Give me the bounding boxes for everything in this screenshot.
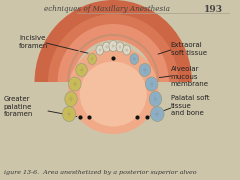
Wedge shape	[67, 34, 159, 82]
Text: Alveolar
mucous
membrane: Alveolar mucous membrane	[171, 66, 209, 87]
Ellipse shape	[130, 53, 139, 64]
Ellipse shape	[151, 107, 164, 122]
Ellipse shape	[65, 91, 77, 107]
Text: igure 13-6.  Area anesthetized by a posterior superior alveo: igure 13-6. Area anesthetized by a poste…	[4, 170, 197, 175]
Ellipse shape	[149, 91, 162, 107]
Text: echniques of Maxillary Anesthesia: echniques of Maxillary Anesthesia	[44, 5, 170, 13]
Ellipse shape	[123, 45, 131, 55]
Ellipse shape	[145, 77, 158, 91]
Ellipse shape	[116, 42, 124, 52]
Wedge shape	[48, 14, 179, 82]
Ellipse shape	[69, 77, 81, 91]
Text: Palatal soft
tissue
and bone: Palatal soft tissue and bone	[171, 95, 209, 116]
Ellipse shape	[76, 64, 87, 76]
Wedge shape	[58, 24, 169, 82]
Ellipse shape	[103, 42, 110, 52]
Ellipse shape	[62, 107, 76, 122]
Text: 193: 193	[204, 5, 222, 14]
Text: Incisive
foramen: Incisive foramen	[19, 35, 48, 48]
Text: Greater
palatine
foramen: Greater palatine foramen	[4, 96, 33, 117]
Ellipse shape	[88, 53, 96, 64]
Text: Extraoral
soft tissue: Extraoral soft tissue	[171, 42, 207, 55]
Ellipse shape	[139, 64, 151, 76]
Ellipse shape	[68, 46, 158, 134]
Ellipse shape	[96, 45, 104, 55]
Ellipse shape	[80, 62, 147, 127]
Ellipse shape	[109, 40, 118, 51]
Wedge shape	[35, 0, 192, 82]
